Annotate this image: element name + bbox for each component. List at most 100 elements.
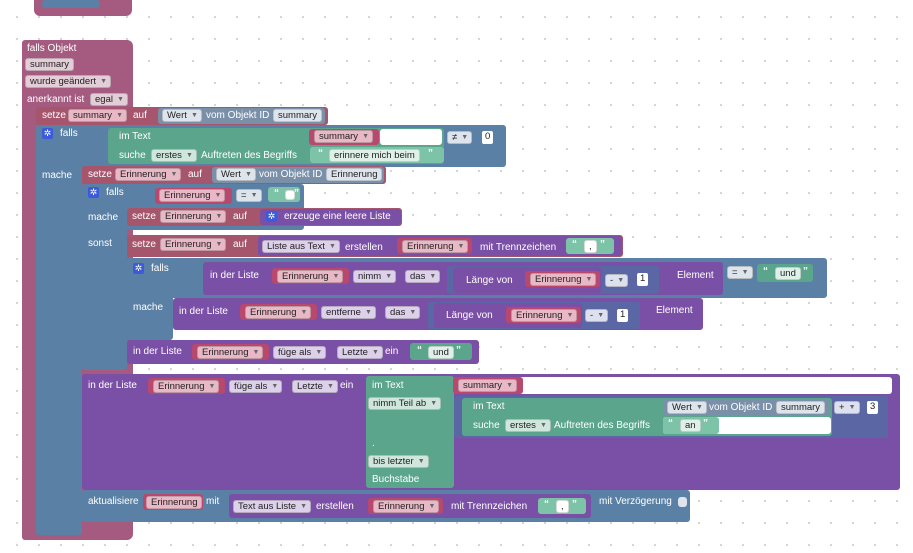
erstes-dropdown[interactable]: erstes ▼	[151, 149, 197, 162]
in-der-liste-label: in der Liste	[210, 270, 259, 281]
plus-dropdown[interactable]: + ▼	[834, 401, 860, 414]
nimm-teil-dropdown[interactable]: nimm Teil ab ▼	[368, 397, 442, 410]
wert-dropdown[interactable]: Wert ▼	[162, 109, 202, 122]
aktualisiere-label: aktualisiere	[88, 496, 139, 507]
auf-label: auf	[188, 169, 202, 180]
letzte-dropdown[interactable]: Letzte ▼	[337, 346, 383, 359]
erinnerung-var-dropdown[interactable]: Erinnerung ▼	[530, 273, 597, 286]
delay-checkbox[interactable]	[678, 497, 687, 507]
erinnerung-var-dropdown[interactable]: Erinnerung ▼	[402, 240, 469, 253]
vom-objekt-label: vom Objekt ID	[259, 169, 323, 180]
substring-block[interactable]	[366, 376, 454, 488]
wert-dropdown[interactable]: Wert ▼	[216, 168, 256, 181]
entferne-dropdown[interactable]: entferne ▼	[321, 306, 376, 319]
erinnerung-var-dropdown[interactable]: Erinnerung ▼	[160, 238, 227, 251]
if-block-1-spine	[36, 125, 82, 535]
gear-icon[interactable]: ✲	[266, 211, 277, 222]
gear-icon[interactable]: ✲	[133, 263, 144, 274]
erinnerung-var-dropdown[interactable]: Erinnerung ▼	[373, 500, 440, 513]
wert-dropdown[interactable]: Wert ▼	[667, 401, 707, 414]
summary-var-dropdown[interactable]: summary ▼	[458, 379, 518, 392]
number-one[interactable]: 1	[617, 309, 629, 322]
quote-close-icon: ”	[294, 188, 299, 199]
im-text-label: im Text	[473, 401, 505, 412]
buchstabe-label: Buchstabe	[372, 474, 420, 485]
setze-label: setze	[42, 110, 66, 121]
summary-var-dropdown[interactable]: summary ▼	[314, 130, 374, 143]
number-one[interactable]: 1	[637, 273, 649, 286]
search-term-field[interactable]: erinnere mich beim	[329, 149, 420, 162]
falls-label: falls	[106, 187, 124, 198]
equals-dropdown[interactable]: = ▼	[236, 189, 262, 202]
in-der-liste-label: in der Liste	[133, 346, 182, 357]
anerkannt-dropdown[interactable]: egal ▼	[90, 93, 128, 106]
minus-dropdown[interactable]: - ▼	[585, 309, 609, 322]
vom-objekt-label: vom Objekt ID	[206, 110, 270, 121]
if-else-spine	[82, 184, 127, 370]
quote-open-icon: “	[417, 345, 422, 356]
nimm-dropdown[interactable]: nimm ▼	[353, 270, 397, 283]
bis-letzter-dropdown[interactable]: bis letzter ▼	[368, 455, 429, 468]
erinnerung-var-dropdown[interactable]: Erinnerung ▼	[197, 346, 264, 359]
erinnerung-var-field[interactable]: Erinnerung	[146, 496, 203, 509]
erinnerung-var-dropdown[interactable]: Erinnerung ▼	[159, 189, 226, 202]
object-id-field[interactable]: summary	[25, 58, 75, 71]
liste-aus-text-dropdown[interactable]: Liste aus Text ▼	[262, 240, 340, 253]
setze-label: setze	[132, 211, 156, 222]
quote-close-icon: ”	[456, 345, 461, 356]
zero-number[interactable]: 0	[482, 131, 494, 144]
und-field[interactable]: und	[428, 346, 454, 359]
trennzeichen-label: mit Trennzeichen	[451, 501, 528, 512]
falls-objekt-label: falls Objekt	[27, 43, 77, 54]
summary-variable-dropdown[interactable]: summary ▼	[68, 109, 128, 122]
fuege-als-dropdown[interactable]: füge als ▼	[273, 346, 327, 359]
auftreten-label: Auftreten des Begriffs	[554, 420, 650, 431]
auf-label: auf	[233, 211, 247, 222]
element-label: Element	[656, 305, 693, 316]
equals-dropdown[interactable]: = ▼	[727, 266, 753, 279]
erinnerung-var-dropdown[interactable]: Erinnerung ▼	[245, 306, 312, 319]
erinnerung-var-dropdown[interactable]: Erinnerung ▼	[277, 270, 344, 283]
mache-label: mache	[133, 302, 164, 313]
setze-label: setze	[88, 169, 112, 180]
separator-field[interactable]: ,	[584, 240, 597, 253]
gear-icon[interactable]: ✲	[42, 128, 53, 139]
separator-field[interactable]: ,	[556, 500, 569, 513]
object-id-summary[interactable]: summary	[776, 401, 826, 414]
das-dropdown[interactable]: das ▼	[405, 270, 441, 283]
auf-label: auf	[233, 239, 247, 250]
in-der-liste-label: in der Liste	[179, 306, 228, 317]
quote-close-icon: ”	[600, 239, 605, 250]
operator-dropdown[interactable]: ≠ ▼	[447, 131, 473, 144]
trennzeichen-label: mit Trennzeichen	[480, 242, 557, 253]
erinnerung-var-dropdown[interactable]: Erinnerung ▼	[115, 168, 182, 181]
mache-label: mache	[42, 170, 73, 181]
anerkannt-label: anerkannt ist	[27, 94, 85, 105]
erinnerung-var-dropdown[interactable]: Erinnerung ▼	[160, 210, 227, 223]
gear-icon[interactable]: ✲	[88, 187, 99, 198]
das-dropdown[interactable]: das ▼	[385, 306, 421, 319]
object-id-summary[interactable]: summary	[273, 109, 323, 122]
letzte-dropdown[interactable]: Letzte ▼	[292, 380, 338, 393]
und-field[interactable]: und	[775, 267, 801, 280]
text-aus-liste-dropdown[interactable]: Text aus Liste ▼	[233, 500, 312, 513]
quote-open-icon: “	[668, 418, 673, 429]
an-field[interactable]: an	[680, 419, 701, 432]
quote-open-icon: “	[572, 239, 577, 250]
laenge-von-label: Länge von	[446, 310, 493, 321]
create-empty-list-block[interactable]	[260, 209, 401, 225]
number-three[interactable]: 3	[867, 401, 879, 414]
quote-open-icon: “	[274, 188, 279, 199]
erinnerung-var-dropdown[interactable]: Erinnerung ▼	[511, 309, 578, 322]
object-id-erinnerung[interactable]: Erinnerung	[326, 168, 383, 181]
empty-string-field[interactable]	[285, 190, 295, 200]
previous-block-inner	[42, 0, 100, 8]
quote-close-icon: ”	[803, 266, 808, 277]
erstes-dropdown[interactable]: erstes ▼	[505, 419, 551, 432]
trigger-dropdown[interactable]: wurde geändert ▼	[25, 75, 112, 88]
fuege-als-dropdown[interactable]: füge als ▼	[229, 380, 283, 393]
ein-label: ein	[385, 346, 399, 357]
ein-label: ein	[340, 380, 354, 391]
minus-dropdown[interactable]: - ▼	[605, 274, 629, 287]
erinnerung-var-dropdown[interactable]: Erinnerung ▼	[153, 380, 220, 393]
